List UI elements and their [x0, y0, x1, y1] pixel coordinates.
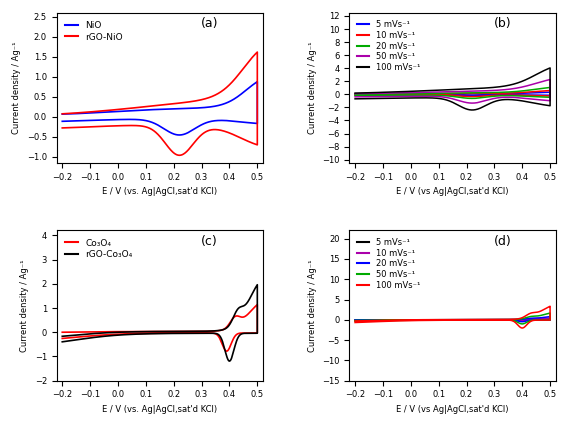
Text: (d): (d) — [494, 235, 511, 248]
Text: (c): (c) — [201, 235, 218, 248]
X-axis label: E / V (vs Ag|AgCl,sat'd KCl): E / V (vs Ag|AgCl,sat'd KCl) — [396, 187, 509, 196]
X-axis label: E / V (vs Ag|AgCl,sat'd KCl): E / V (vs Ag|AgCl,sat'd KCl) — [396, 405, 509, 414]
Y-axis label: Current density / Ag⁻¹: Current density / Ag⁻¹ — [20, 259, 29, 352]
Legend: 5 mVs⁻¹, 10 mVs⁻¹, 20 mVs⁻¹, 50 mVs⁻¹, 100 mVs⁻¹: 5 mVs⁻¹, 10 mVs⁻¹, 20 mVs⁻¹, 50 mVs⁻¹, 1… — [354, 17, 424, 75]
X-axis label: E / V (vs. Ag|AgCl,sat'd KCl): E / V (vs. Ag|AgCl,sat'd KCl) — [102, 405, 217, 414]
Text: (a): (a) — [201, 17, 218, 30]
Y-axis label: Current density / Ag⁻¹: Current density / Ag⁻¹ — [308, 41, 317, 134]
X-axis label: E / V (vs. Ag|AgCl,sat'd KCl): E / V (vs. Ag|AgCl,sat'd KCl) — [102, 187, 217, 196]
Y-axis label: Current density / Ag⁻¹: Current density / Ag⁻¹ — [12, 41, 22, 134]
Legend: 5 mVs⁻¹, 10 mVs⁻¹, 20 mVs⁻¹, 50 mVs⁻¹, 100 mVs⁻¹: 5 mVs⁻¹, 10 mVs⁻¹, 20 mVs⁻¹, 50 mVs⁻¹, 1… — [354, 235, 424, 293]
Text: (b): (b) — [494, 17, 511, 30]
Legend: NiO, rGO-NiO: NiO, rGO-NiO — [61, 17, 127, 45]
Legend: Co₃O₄, rGO-Co₃O₄: Co₃O₄, rGO-Co₃O₄ — [61, 235, 137, 263]
Y-axis label: Current density / Ag⁻¹: Current density / Ag⁻¹ — [308, 259, 317, 352]
